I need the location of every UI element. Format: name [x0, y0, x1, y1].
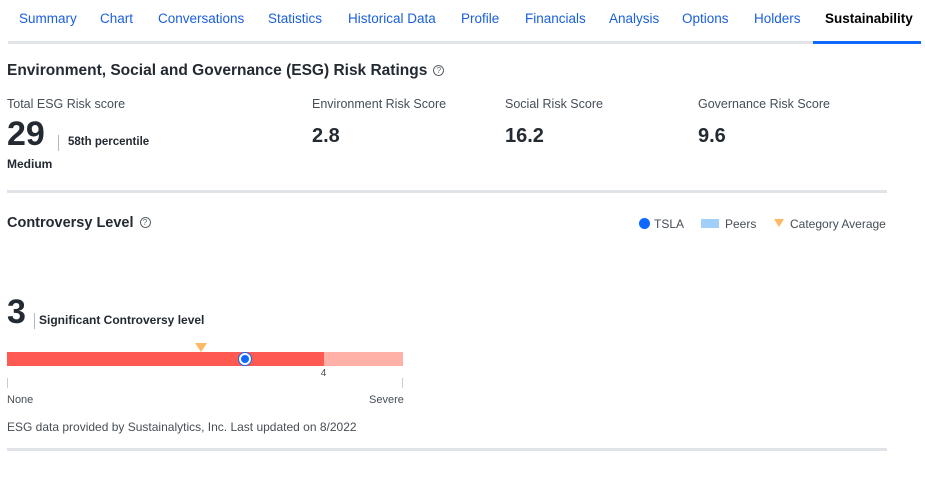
active-tab-indicator [813, 41, 921, 44]
controversy-title: Controversy Level [7, 215, 134, 231]
legend-category-average: Category Average [774, 217, 886, 231]
legend-peers-label: Peers [725, 217, 757, 231]
social-risk-label: Social Risk Score [505, 97, 603, 111]
help-icon[interactable]: ? [433, 65, 445, 76]
tab-statistics[interactable]: Statistics [268, 11, 323, 26]
legend-ticker-label: TSLA [654, 217, 685, 231]
value-divider [34, 313, 35, 329]
section-divider [7, 190, 887, 193]
social-risk-value: 16.2 [505, 125, 544, 147]
esg-risk-level: Medium [7, 157, 53, 171]
environment-risk-value: 2.8 [312, 125, 340, 147]
esg-title: Environment, Social and Governance (ESG)… [7, 62, 428, 79]
total-esg-value: 29 [7, 115, 45, 153]
environment-risk-label: Environment Risk Score [312, 97, 447, 111]
controversy-level-label: Significant Controversy level [39, 313, 205, 327]
legend-category-label: Category Average [790, 217, 886, 231]
total-esg-label: Total ESG Risk score [7, 97, 126, 111]
governance-risk-label: Governance Risk Score [698, 97, 831, 111]
ticker-marker [238, 353, 251, 365]
tab-sustainability[interactable]: Sustainability [825, 11, 913, 26]
quote-nav-tabs: Summary Chart Conversations Statistics H… [8, 0, 921, 44]
governance-risk-value: 9.6 [698, 125, 726, 147]
category-average-triangle-icon [774, 219, 784, 227]
peers-range-bar [7, 352, 324, 366]
scale-tick-max [402, 378, 403, 388]
tab-holders[interactable]: Holders [754, 11, 801, 26]
section-divider [7, 448, 887, 451]
peers-swatch-icon [701, 219, 719, 228]
tab-analysis[interactable]: Analysis [609, 11, 660, 26]
data-source-footnote: ESG data provided by Sustainalytics, Inc… [7, 420, 357, 434]
legend-ticker: TSLA [639, 217, 684, 231]
esg-section-heading: Environment, Social and Governance (ESG)… [7, 62, 445, 80]
tab-financials[interactable]: Financials [525, 11, 586, 26]
controversy-scale-bar [7, 343, 403, 366]
value-divider [58, 135, 59, 151]
scale-max-label: Severe [369, 394, 404, 406]
help-icon[interactable]: ? [139, 217, 151, 228]
scale-tick-min [7, 378, 8, 388]
legend-peers: Peers [701, 217, 756, 231]
ticker-dot-icon [639, 218, 650, 229]
scale-min-label: None [7, 394, 34, 406]
peers-max-tick-label: 4 [320, 368, 327, 379]
tab-profile[interactable]: Profile [461, 11, 500, 26]
category-average-marker [195, 343, 208, 352]
controversy-value: 3 [7, 293, 26, 331]
tab-chart[interactable]: Chart [100, 11, 134, 26]
esg-percentile: 58th percentile [68, 136, 150, 148]
controversy-section-heading: Controversy Level? [7, 215, 151, 231]
tab-conversations[interactable]: Conversations [158, 11, 245, 26]
remaining-range-bar [323, 352, 403, 366]
tab-options[interactable]: Options [682, 11, 729, 26]
tab-historical-data[interactable]: Historical Data [348, 11, 436, 26]
tab-summary[interactable]: Summary [19, 11, 77, 26]
